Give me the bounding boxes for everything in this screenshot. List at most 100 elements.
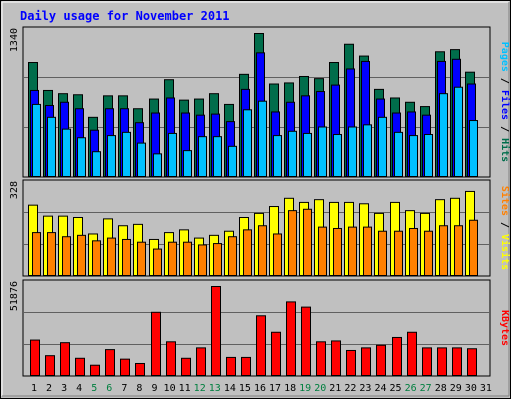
bar-kbytes-day-9	[151, 311, 161, 377]
bar-sites-day-3	[62, 236, 71, 276]
bar-kbytes-day-15	[241, 356, 251, 376]
bar-kbytes-day-30	[467, 348, 477, 376]
x-label-day-5: 5	[91, 383, 97, 394]
x-label-day-10: 10	[164, 383, 176, 394]
legend-top-part-2: Files	[499, 90, 511, 120]
x-label-day-16: 16	[254, 383, 266, 394]
bar-sites-day-30	[469, 219, 478, 276]
x-label-day-8: 8	[136, 383, 142, 394]
bar-pages-day-13	[213, 136, 222, 178]
x-label-day-4: 4	[76, 383, 82, 394]
bar-kbytes-day-21	[331, 340, 341, 376]
x-label-day-22: 22	[344, 383, 356, 394]
x-label-day-9: 9	[152, 383, 158, 394]
x-label-day-7: 7	[121, 383, 127, 394]
bar-pages-day-27	[424, 134, 433, 177]
x-label-day-20: 20	[314, 383, 326, 394]
bar-kbytes-day-27	[422, 347, 432, 377]
x-label-day-27: 27	[420, 383, 432, 394]
bar-kbytes-day-12	[196, 347, 206, 377]
bar-sites-day-7	[122, 238, 131, 277]
bar-pages-day-9	[153, 153, 162, 178]
bar-pages-day-6	[107, 135, 116, 177]
bar-pages-day-11	[183, 150, 192, 177]
bar-pages-day-2	[47, 116, 56, 177]
x-label-day-17: 17	[269, 383, 281, 394]
bar-kbytes-day-2	[45, 355, 55, 376]
bar-kbytes-day-23	[361, 347, 371, 377]
bar-pages-day-20	[318, 126, 327, 177]
bar-pages-day-10	[168, 132, 177, 177]
bar-pages-day-14	[228, 145, 237, 177]
bar-pages-day-21	[333, 134, 342, 177]
y-max-label-top: 1340	[9, 28, 20, 52]
bar-sites-day-10	[168, 241, 177, 276]
bar-kbytes-day-24	[376, 344, 386, 377]
bar-sites-day-12	[198, 244, 207, 277]
bar-kbytes-day-8	[135, 362, 145, 376]
bar-kbytes-day-26	[407, 331, 417, 376]
bar-kbytes-day-3	[60, 342, 70, 377]
legend-middle: Sites / Visits	[499, 186, 511, 270]
bar-pages-day-26	[409, 135, 418, 177]
bar-pages-day-23	[363, 124, 372, 177]
bar-pages-day-16	[258, 100, 267, 177]
bar-pages-day-18	[288, 130, 297, 177]
bar-sites-day-20	[318, 226, 327, 276]
x-label-day-21: 21	[329, 383, 341, 394]
bar-kbytes-day-28	[437, 347, 447, 377]
bar-kbytes-day-18	[286, 301, 296, 376]
bar-kbytes-day-6	[105, 349, 115, 376]
bar-pages-day-5	[92, 151, 101, 177]
bar-sites-day-22	[348, 226, 357, 276]
bar-sites-day-14	[228, 236, 237, 276]
x-label-day-15: 15	[239, 383, 251, 394]
bar-pages-day-15	[243, 109, 252, 177]
bar-sites-day-17	[273, 233, 282, 276]
x-label-day-23: 23	[359, 383, 371, 394]
x-label-day-2: 2	[46, 383, 52, 394]
bar-sites-day-18	[288, 210, 297, 277]
right-side-legends: Pages / Files / Hits Sites / Visits KBytes	[499, 42, 511, 346]
bar-sites-day-9	[153, 248, 162, 276]
bar-kbytes-day-19	[301, 306, 311, 377]
panel-top: 1340	[9, 26, 491, 178]
bar-sites-day-13	[213, 243, 222, 276]
legend-middle-part-1: /	[499, 216, 510, 234]
bar-sites-day-19	[303, 208, 312, 276]
x-axis-day-labels: 1 2 3 4 5 6 7 8 9 10 11 12 13 14 15 16 17 18 19 20 21 22 23 24 2…	[31, 383, 492, 394]
legend-bottom: KBytes	[499, 310, 510, 346]
x-label-day-18: 18	[284, 383, 296, 394]
legend-top-part-0: Pages	[499, 42, 510, 72]
bar-pages-day-4	[77, 137, 86, 177]
bar-pages-day-17	[273, 135, 282, 177]
legend-middle-part-2: Visits	[499, 234, 511, 270]
legend-top: Pages / Files / Hits	[499, 42, 511, 162]
x-label-day-31: 31	[480, 383, 492, 394]
bar-kbytes-day-17	[271, 331, 281, 376]
x-label-day-12: 12	[194, 383, 206, 394]
bar-sites-day-11	[183, 241, 192, 276]
x-label-day-14: 14	[224, 383, 236, 394]
bar-sites-day-29	[454, 225, 463, 277]
bar-pages-day-19	[303, 132, 312, 177]
bar-sites-day-23	[363, 226, 372, 276]
bar-sites-day-28	[439, 225, 448, 277]
bar-kbytes-day-1	[30, 339, 40, 376]
x-label-day-24: 24	[374, 383, 386, 394]
bar-sites-day-16	[258, 225, 267, 277]
bar-kbytes-day-10	[166, 341, 176, 377]
bar-sites-day-15	[243, 229, 252, 276]
x-label-day-30: 30	[465, 383, 477, 394]
bar-kbytes-day-4	[75, 357, 85, 376]
bar-pages-day-22	[348, 126, 357, 177]
bar-sites-day-25	[394, 230, 403, 277]
x-label-day-11: 11	[179, 383, 191, 394]
bar-sites-day-8	[137, 241, 146, 276]
panel-bottom: 51876	[9, 279, 491, 377]
bar-sites-day-24	[378, 230, 387, 277]
x-label-day-3: 3	[61, 383, 67, 394]
bar-kbytes-day-22	[346, 349, 356, 377]
x-label-day-26: 26	[405, 383, 417, 394]
